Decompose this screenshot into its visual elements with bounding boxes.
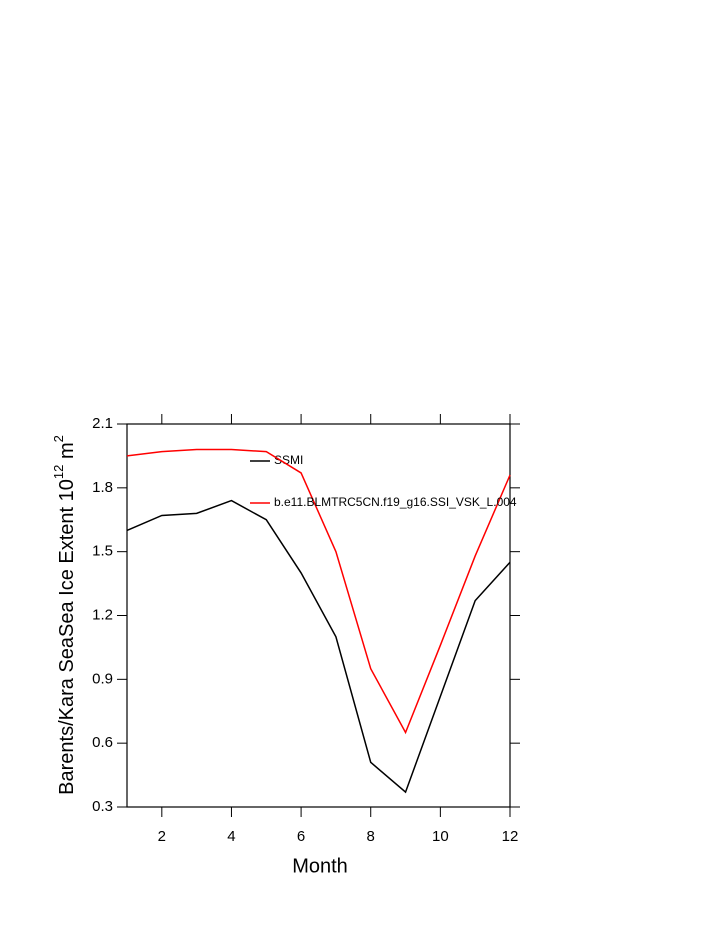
x-tick-label: 8 <box>367 828 375 845</box>
y-tick-label: 0.3 <box>92 798 113 815</box>
series-line <box>126 499 511 794</box>
x-tick-label: 2 <box>158 828 166 845</box>
series-line <box>126 448 511 735</box>
y-tick-label: 0.6 <box>92 734 113 751</box>
y-tick-label: 1.8 <box>92 479 113 496</box>
legend-label: b.e11.BLMTRC5CN.f19_g16.SSI_VSK_L.004 <box>274 495 517 509</box>
x-tick-label: 6 <box>297 828 305 845</box>
x-tick-label: 10 <box>432 828 449 845</box>
y-tick-label: 2.1 <box>92 415 113 432</box>
y-title-exponent: 2 <box>51 435 66 442</box>
x-axis-title: Month <box>292 855 348 877</box>
x-tick-label: 12 <box>502 828 519 845</box>
legend-label: SSMI <box>274 453 303 467</box>
y-title-part: Barents/Kara SeaSea Ice Extent 10 <box>56 479 78 795</box>
y-axis-title: Barents/Kara SeaSea Ice Extent 1012 m2 <box>51 435 78 795</box>
y-tick-label: 1.2 <box>92 606 113 623</box>
y-tick-label: 1.5 <box>92 543 113 560</box>
x-tick-label: 4 <box>227 828 235 845</box>
y-title-exponent: 12 <box>51 465 66 479</box>
y-tick-label: 0.9 <box>92 670 113 687</box>
y-title-part: m <box>56 442 78 464</box>
